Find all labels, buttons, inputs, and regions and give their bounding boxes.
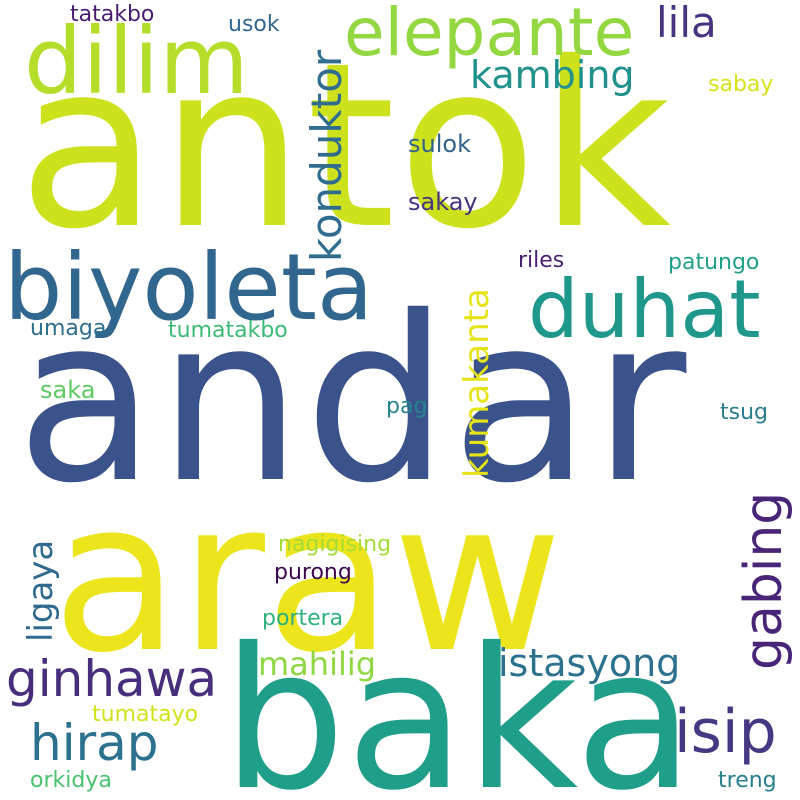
word-pag: pag [386,394,428,419]
word-biyoleta: biyoleta [4,234,374,341]
word-sakay: sakay [408,188,478,216]
word-portera: portera [262,606,344,631]
word-istasyong: istasyong [498,641,681,685]
word-elepante: elepante [344,0,635,71]
word-kambing: kambing [470,53,635,97]
word-riles: riles [518,248,565,273]
word-patungo: patungo [668,250,760,275]
word-araw: araw [52,457,563,699]
word-andar: andar [16,267,689,533]
word-baka: baka [222,606,695,800]
word-tumatayo: tumatayo [92,702,199,727]
word-umaga: umaga [30,316,107,341]
word-sulok: sulok [408,130,471,158]
word-ginhawa: ginhawa [6,650,218,708]
word-usok: usok [228,12,280,37]
word-tatakbo: tatakbo [70,2,155,27]
word-mahilig: mahilig [258,645,377,683]
word-nagigising: nagigising [278,532,392,557]
word-treng: treng [718,768,777,793]
word-hirap: hirap [30,714,159,772]
word-tumatakbo: tumatakbo [168,318,288,343]
word-konduktor: konduktor [302,49,351,262]
word-antok: antok [18,13,674,279]
word-isip: isip [674,697,777,767]
word-duhat: duhat [528,263,761,356]
word-kumakanta: kumakanta [457,288,497,478]
word-tsug: tsug [720,400,768,425]
word-dilim: dilim [24,8,249,115]
word-orkidya: orkidya [30,768,112,793]
word-saka: saka [40,376,96,404]
word-gabing: gabing [734,491,794,670]
word-sabay: sabay [708,72,774,97]
word-ligaya: ligaya [21,539,61,642]
word-purong: purong [274,560,352,585]
word-lila: lila [656,0,717,47]
